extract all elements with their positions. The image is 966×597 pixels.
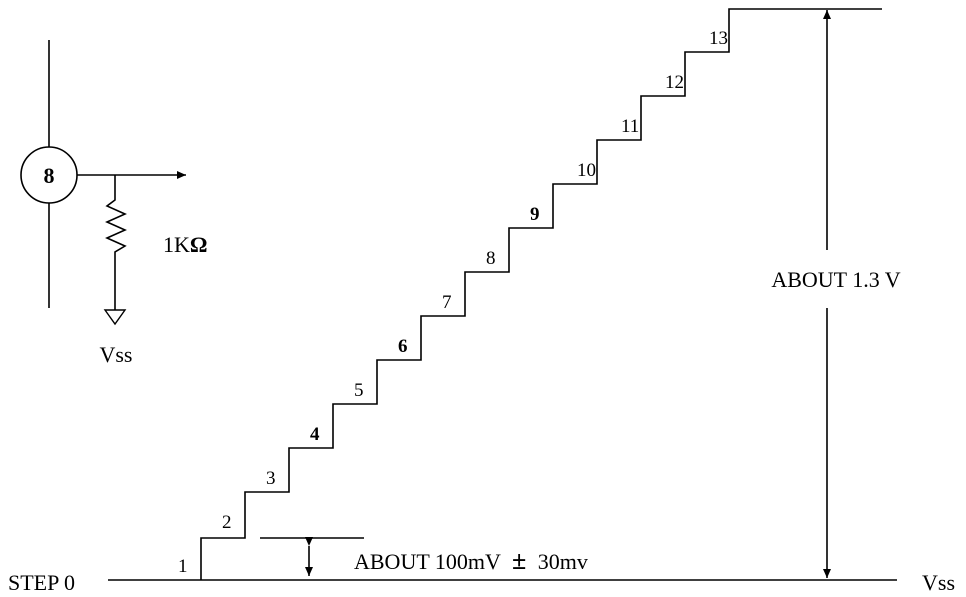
step-label-11: 11 bbox=[621, 116, 639, 137]
staircase-steps bbox=[200, 8, 882, 580]
step-label-4: 4 bbox=[310, 424, 320, 445]
total-height-annotation: ABOUT 1.3 V bbox=[771, 10, 901, 578]
step-label-10: 10 bbox=[577, 160, 596, 181]
step-label-2: 2 bbox=[222, 512, 232, 533]
ohm-symbol: Ω bbox=[190, 232, 208, 257]
step-label-6: 6 bbox=[398, 336, 408, 357]
resistor-symbol bbox=[105, 175, 127, 310]
plus-minus-symbol: ± bbox=[512, 546, 526, 575]
step-label-8: 8 bbox=[486, 248, 496, 269]
step-height-suffix: 30mv bbox=[538, 549, 588, 574]
step-height-label: ABOUT 100mV ± 30mv bbox=[354, 546, 588, 575]
resistor-value-number: 1K bbox=[163, 232, 190, 257]
ground-triangle-icon bbox=[103, 309, 127, 326]
total-height-label: ABOUT 1.3 V bbox=[771, 267, 900, 292]
step-label-1: 1 bbox=[178, 556, 188, 577]
step-label-9: 9 bbox=[530, 204, 540, 225]
step-label-3: 3 bbox=[266, 468, 276, 489]
output-circuit: 8 1KΩ Vss bbox=[20, 40, 208, 367]
baseline-right-label: Vss bbox=[922, 570, 955, 595]
pin-number: 8 bbox=[44, 163, 55, 188]
baseline-left-label: STEP 0 bbox=[8, 570, 75, 595]
step-label-5: 5 bbox=[354, 380, 364, 401]
resistor-value: 1KΩ bbox=[163, 232, 208, 257]
step-label-7: 7 bbox=[442, 292, 452, 313]
step-label-12: 12 bbox=[665, 72, 684, 93]
step-height-prefix: ABOUT 100mV bbox=[354, 549, 501, 574]
step-height-annotation: ABOUT 100mV ± 30mv bbox=[260, 537, 588, 576]
ground-label: Vss bbox=[99, 342, 132, 367]
step-label-13: 13 bbox=[709, 28, 728, 49]
